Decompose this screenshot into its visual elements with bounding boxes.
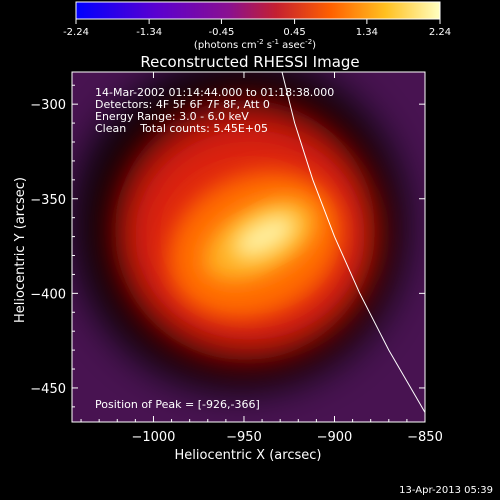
x-axis: −1000 −950 −900 −850 <box>80 72 443 445</box>
chart-title: Reconstructed RHESSI Image <box>140 53 359 71</box>
colorbar-tick-label: 0.45 <box>283 27 305 38</box>
colorbar-tick-label: -1.34 <box>136 27 162 38</box>
energy-range-text: Energy Range: 3.0 - 6.0 keV <box>95 110 249 123</box>
x-tick-label: −900 <box>317 430 353 445</box>
time-range-text: 14-Mar-2002 01:14:44.000 to 01:18:38.000 <box>95 86 334 99</box>
y-tick-label: −300 <box>30 98 66 113</box>
x-tick-label: −1000 <box>131 430 175 445</box>
colorbar-ticks: -2.24 -1.34 -0.45 0.45 1.34 2.24 <box>63 19 451 38</box>
colorbar-units: (photons cm-2 s-1 asec-2) <box>194 38 316 51</box>
y-tick-label: −450 <box>30 382 66 397</box>
colorbar-tick-label: 2.24 <box>429 27 451 38</box>
x-tick-label: −850 <box>407 430 443 445</box>
colorbar-tick-label: 1.34 <box>356 27 378 38</box>
y-tick-label: −400 <box>30 287 66 302</box>
colorbar-tick-label: -2.24 <box>63 27 89 38</box>
footer-timestamp: 13-Apr-2013 05:39 <box>399 485 493 496</box>
y-tick-label: −350 <box>30 193 66 208</box>
colorbar-gradient <box>75 1 441 20</box>
colorbar-tick-label: -0.45 <box>209 27 235 38</box>
plot-frame <box>71 71 426 423</box>
solar-limb-curve <box>281 72 425 413</box>
detectors-text: Detectors: 4F 5F 6F 7F 8F, Att 0 <box>95 98 270 111</box>
source-peak <box>233 213 297 259</box>
colorbar: -2.24 -1.34 -0.45 0.45 1.34 2.24 (photons cm-… <box>63 1 451 51</box>
x-tick-label: −950 <box>226 430 262 445</box>
peak-position-text: Position of Peak = [-926,-366] <box>95 398 260 411</box>
image-area <box>72 72 425 422</box>
clean-counts-text: Clean Total counts: 5.45E+05 <box>95 122 268 135</box>
annotations: 14-Mar-2002 01:14:44.000 to 01:18:38.000… <box>95 86 334 411</box>
y-axis: −300 −350 −400 −450 <box>30 84 425 408</box>
x-axis-title: Heliocentric X (arcsec) <box>175 448 322 463</box>
y-axis-title: Heliocentric Y (arcsec) <box>13 177 28 323</box>
